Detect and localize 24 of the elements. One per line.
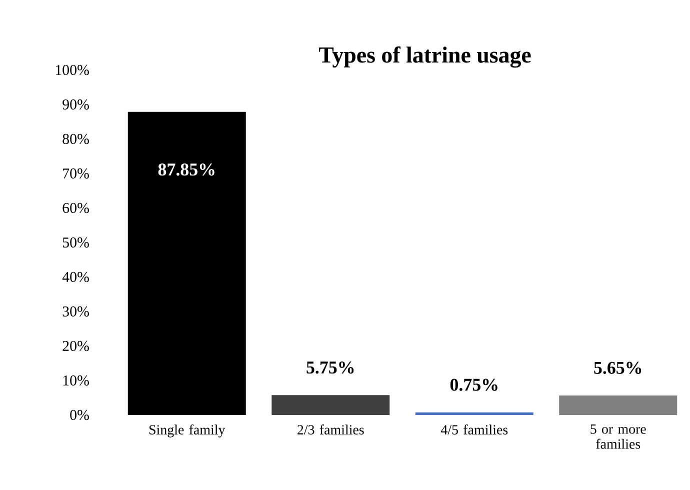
x-tick-label: 2/3 families [298,424,364,434]
y-tick-label: 80% [62,134,89,144]
y-tick-label: 0% [70,410,89,420]
bar [272,395,390,415]
x-tick-label: 4/5 families [440,424,508,434]
y-tick-label: 100% [56,64,89,76]
y-tick-label: 90% [62,99,89,110]
y-tick-label: 20% [62,340,89,352]
bar [415,412,534,415]
y-tick-label: 70% [63,168,89,179]
y-tick-label: 10% [63,375,89,386]
data-label: 87.85% [158,163,214,176]
data-label: 5.65% [594,362,642,374]
x-tick-label: 5 or more families [590,424,646,449]
data-label: 0.75% [450,378,498,391]
y-tick-label: 40% [62,272,89,282]
bar [128,112,246,415]
chart-title: Types of latrine usage [318,46,531,68]
bar [559,396,678,415]
y-tick-label: 50% [62,237,89,248]
x-tick-label: Single family [149,424,226,438]
y-tick-label: 60% [62,202,89,214]
data-label: 5.75% [306,361,354,374]
y-tick-label: 30% [62,306,89,317]
